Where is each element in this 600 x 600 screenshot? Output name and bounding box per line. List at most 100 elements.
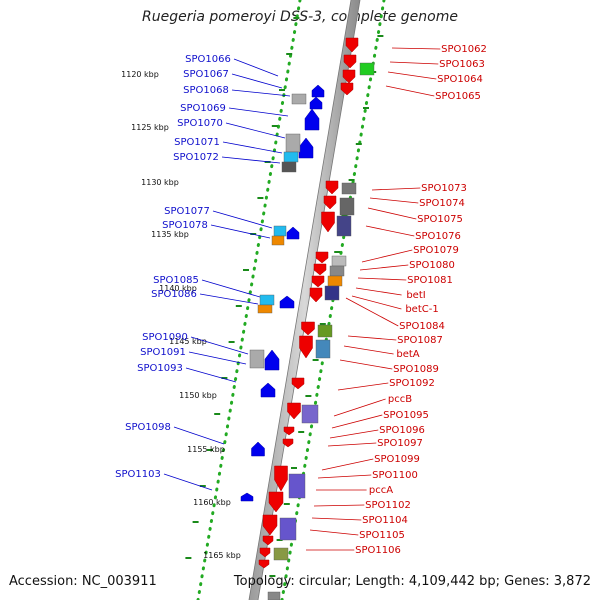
right-gene-label: SPO1063 xyxy=(439,59,485,70)
right-gene-label: SPO1076 xyxy=(415,231,461,242)
gene-arrow-forward xyxy=(325,180,339,195)
gene-arrow-forward xyxy=(345,37,359,53)
gene-feature-box xyxy=(331,255,347,267)
right-gene-label: SPO1065 xyxy=(435,91,481,102)
right-gene-label: SPO1062 xyxy=(441,44,487,55)
right-gene-label: SPO1074 xyxy=(419,198,465,209)
leader-line-left xyxy=(163,473,213,491)
leader-line-left xyxy=(225,122,286,139)
gene-feature-box xyxy=(257,304,273,314)
scale-tick-label: 1150 kbp xyxy=(179,391,217,400)
right-gene-label: SPO1081 xyxy=(407,275,453,286)
gene-feature-box xyxy=(273,547,289,561)
gene-arrow-forward xyxy=(315,251,329,264)
gene-feature-box xyxy=(336,215,352,237)
gene-arrow-forward xyxy=(343,54,357,69)
left-gene-label: SPO1085 xyxy=(153,275,199,286)
scale-tick-label: 1145 kbp xyxy=(169,337,207,346)
right-gene-label: pccB xyxy=(388,394,412,405)
left-gene-label: SPO1072 xyxy=(173,152,219,163)
right-gene-label: SPO1099 xyxy=(374,454,420,465)
scale-tick-label: 1120 kbp xyxy=(121,70,159,79)
leader-line-right xyxy=(329,429,379,439)
leader-line-right xyxy=(387,71,437,80)
scale-tick-label: 1160 kbp xyxy=(193,498,231,507)
leader-line-left xyxy=(212,210,273,229)
gene-feature-box xyxy=(285,133,301,153)
leader-line-right xyxy=(359,264,409,271)
scale-tick-label: 1130 kbp xyxy=(141,178,179,187)
gene-arrow-reverse xyxy=(251,441,265,457)
leader-line-right xyxy=(355,287,402,296)
gene-arrow-forward xyxy=(340,82,354,96)
gene-arrow-reverse xyxy=(311,84,325,98)
left-gene-label: SPO1068 xyxy=(183,85,229,96)
gene-feature-box xyxy=(283,151,299,163)
gene-arrow-reverse xyxy=(264,349,280,371)
right-gene-label: SPO1096 xyxy=(379,425,425,436)
backbone-edge xyxy=(248,0,352,600)
left-gene-label: SPO1091 xyxy=(140,347,186,358)
leader-line-right xyxy=(361,249,413,263)
leader-line-left xyxy=(190,336,249,355)
leader-line-right xyxy=(317,474,372,479)
gene-arrow-reverse xyxy=(240,492,254,502)
right-gene-label: SPO1064 xyxy=(437,74,483,85)
gene-arrow-forward xyxy=(268,491,284,513)
scale-tick-label: 1135 kbp xyxy=(151,230,189,239)
left-gene-label: SPO1069 xyxy=(180,103,226,114)
gene-arrow-forward xyxy=(282,438,294,448)
leader-line-right xyxy=(347,335,397,341)
gene-arrow-forward xyxy=(311,275,325,288)
leader-line-left xyxy=(231,89,291,97)
right-gene-label: SPO1079 xyxy=(413,245,459,256)
leader-line-right xyxy=(339,359,393,370)
scale-dot-line xyxy=(196,0,302,600)
leader-line-right xyxy=(369,197,419,204)
gene-arrow-forward xyxy=(291,377,305,390)
leader-line-left xyxy=(222,141,283,154)
leader-line-right xyxy=(357,277,407,281)
right-gene-label: SPO1100 xyxy=(372,470,418,481)
leader-line-right xyxy=(309,529,359,536)
gene-feature-box xyxy=(279,517,297,541)
left-gene-label: SPO1067 xyxy=(183,69,229,80)
leader-line-right xyxy=(389,61,439,65)
leader-line-right xyxy=(337,382,389,391)
gene-feature-box xyxy=(271,235,285,246)
gene-arrow-forward xyxy=(274,465,288,492)
leader-line-right xyxy=(343,345,394,355)
leader-line-left xyxy=(173,426,225,445)
left-gene-label: SPO1098 xyxy=(125,422,171,433)
leader-line-left xyxy=(221,156,281,164)
gene-arrow-forward xyxy=(258,559,270,569)
scale-tick-label: 1140 kbp xyxy=(159,284,197,293)
left-gene-label: SPO1071 xyxy=(174,137,220,148)
right-gene-label: SPO1080 xyxy=(409,260,455,271)
leader-line-left xyxy=(188,351,247,365)
right-gene-label: pccA xyxy=(369,485,393,496)
leader-line-left xyxy=(233,58,279,77)
gene-arrow-reverse xyxy=(309,96,323,110)
gene-arrow-forward xyxy=(321,211,335,233)
leader-line-left xyxy=(199,293,259,305)
gene-arrow-forward xyxy=(262,535,274,546)
right-gene-label: betA xyxy=(396,349,419,360)
right-gene-label: SPO1084 xyxy=(399,321,445,332)
gene-features xyxy=(240,37,375,600)
leader-line-right xyxy=(365,225,415,237)
leader-line-right xyxy=(331,414,383,429)
left-gene-label: SPO1066 xyxy=(185,54,231,65)
gene-feature-box xyxy=(267,591,281,600)
right-gene-label: SPO1106 xyxy=(355,545,401,556)
leader-line-right xyxy=(327,442,377,447)
leader-line-right xyxy=(311,517,362,521)
gene-arrow-reverse xyxy=(279,295,295,309)
genome-title: Ruegeria pomeroyi DSS-3, complete genome xyxy=(142,9,458,25)
leader-line-left xyxy=(228,107,289,117)
right-gene-label: SPO1075 xyxy=(417,214,463,225)
leader-line-left xyxy=(231,73,283,89)
leader-line-left xyxy=(201,279,261,298)
leader-line-right xyxy=(313,504,365,507)
